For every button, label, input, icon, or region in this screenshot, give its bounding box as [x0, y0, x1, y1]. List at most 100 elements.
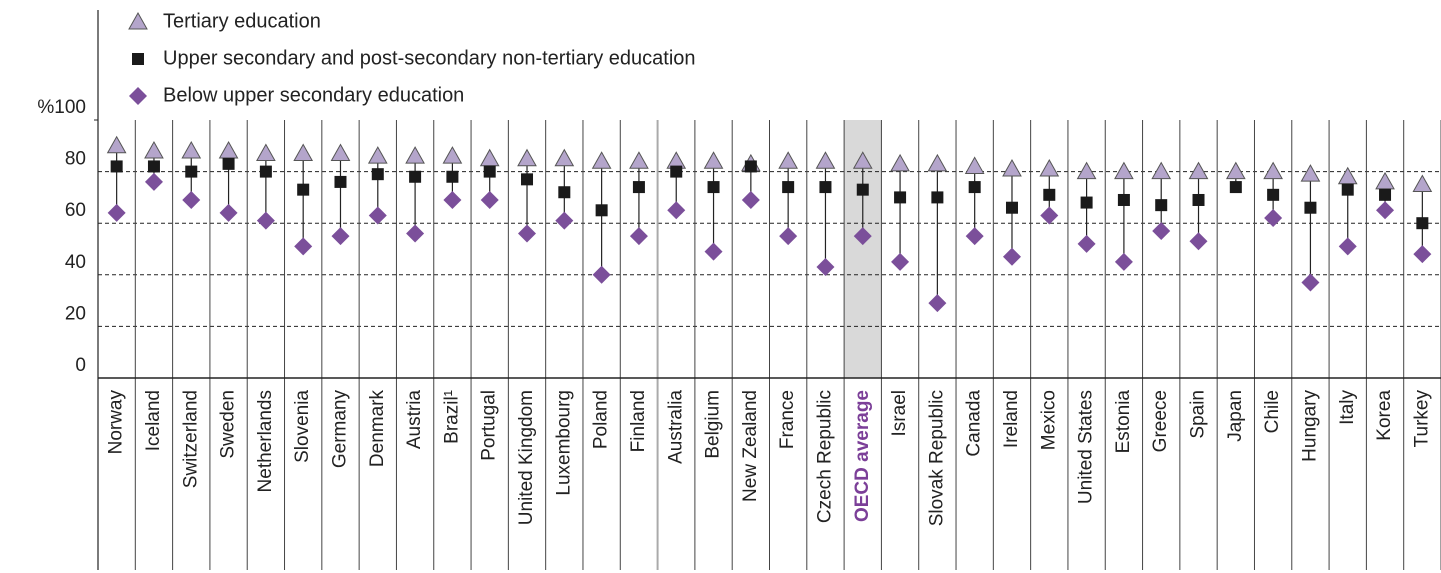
triangle-marker [144, 140, 164, 159]
square-marker [968, 181, 981, 194]
triangle-marker [330, 143, 351, 162]
x-tick-label: Greece [1150, 390, 1171, 452]
diamond-marker [1077, 234, 1096, 253]
diamond-marker [592, 265, 611, 284]
x-tick-label: Portugal [479, 390, 500, 461]
x-tick-label: Chile [1262, 390, 1283, 433]
square-marker [632, 181, 645, 194]
square-marker [894, 191, 907, 204]
x-tick-label: Czech Republic [814, 390, 835, 523]
square-marker [483, 165, 496, 178]
y-tick-label: 80 [65, 149, 86, 170]
triangle-marker [1375, 171, 1395, 190]
diamond-marker [779, 227, 798, 246]
triangle-marker [106, 135, 127, 154]
diamond-marker [816, 258, 835, 277]
diamond-marker [1301, 273, 1320, 292]
triangle-marker [927, 153, 948, 172]
diamond-marker [555, 211, 574, 230]
square-marker [1005, 201, 1018, 214]
triangle-marker [1076, 161, 1097, 180]
x-tick-label: United Kingdom [516, 390, 537, 525]
triangle-marker [256, 143, 276, 162]
square-marker [1080, 196, 1093, 209]
square-marker [110, 160, 123, 173]
x-tick-label: Denmark [367, 390, 388, 468]
square-marker [409, 170, 422, 183]
x-tick-label: Canada [964, 390, 985, 457]
x-tick-label: OECD average [852, 390, 873, 522]
legend-label: Below upper secondary education [163, 84, 464, 106]
square-marker [259, 165, 272, 178]
diamond-marker [629, 227, 648, 246]
x-tick-label: Norway [106, 390, 127, 455]
triangle-marker [293, 143, 314, 162]
x-tick-label: Slovak Republic [926, 390, 947, 526]
square-marker [744, 160, 757, 173]
square-marker [334, 175, 347, 188]
x-tick-label: Switzerland [180, 390, 201, 488]
triangle-marker [1337, 166, 1358, 185]
legend-label: Upper secondary and post-secondary non-t… [163, 47, 696, 69]
y-tick-label: 20 [65, 303, 86, 324]
triangle-marker [442, 146, 463, 164]
diamond-marker [480, 190, 499, 209]
triangle-marker [554, 148, 575, 167]
square-marker [856, 183, 869, 196]
triangle-marker [890, 153, 910, 172]
square-marker [297, 183, 310, 196]
diamond-marker [1002, 247, 1021, 266]
square-marker [819, 181, 832, 194]
diamond-marker [965, 227, 984, 246]
diamond-marker [331, 227, 350, 246]
diamond-marker [443, 190, 462, 209]
triangle-marker [405, 146, 425, 164]
legend-marker [132, 53, 144, 65]
diamond-marker [1264, 209, 1283, 228]
square-marker [1155, 199, 1168, 212]
diamond-marker [368, 206, 387, 225]
square-marker [670, 165, 683, 178]
diamond-marker [1189, 232, 1208, 251]
square-marker [1229, 181, 1242, 194]
legend-marker [128, 11, 148, 30]
diamond-marker [1413, 245, 1432, 264]
x-tick-label: Sweden [218, 390, 239, 459]
triangle-marker [1002, 159, 1022, 177]
triangle-marker [1300, 164, 1321, 182]
x-tick-label: Iceland [143, 390, 164, 451]
x-tick-label: Luxembourg [553, 390, 574, 496]
y-tick-label: 60 [65, 200, 86, 221]
x-tick-label: Israel [889, 390, 910, 436]
x-tick-label: Austria [404, 390, 425, 450]
x-tick-label: Hungary [1299, 390, 1320, 462]
x-tick-label: Estonia [1113, 390, 1134, 454]
diamond-marker [704, 242, 723, 261]
diamond-marker [1152, 221, 1171, 240]
x-tick-label: Spain [1188, 390, 1209, 439]
square-marker [707, 181, 720, 194]
triangle-marker [218, 140, 239, 159]
legend-label: Tertiary education [163, 10, 321, 32]
triangle-marker [1412, 174, 1433, 192]
x-tick-label: Australia [665, 390, 686, 464]
diamond-marker [518, 224, 537, 243]
square-marker [371, 168, 384, 181]
triangle-marker [852, 151, 873, 169]
x-tick-label: United States [1076, 390, 1097, 504]
square-marker [147, 160, 160, 173]
triangle-marker [1225, 161, 1246, 180]
x-tick-label: Belgium [703, 390, 724, 459]
triangle-marker [367, 146, 388, 164]
diamond-marker [406, 224, 425, 243]
triangle-marker [1039, 159, 1060, 177]
square-marker [1117, 193, 1130, 206]
triangle-marker [815, 151, 836, 169]
x-tick-label: Slovenia [292, 390, 313, 463]
diamond-marker [1040, 206, 1059, 225]
triangle-marker [629, 151, 649, 169]
diamond-marker [853, 227, 872, 246]
x-tick-label: Korea [1374, 390, 1395, 441]
square-marker [222, 157, 235, 170]
